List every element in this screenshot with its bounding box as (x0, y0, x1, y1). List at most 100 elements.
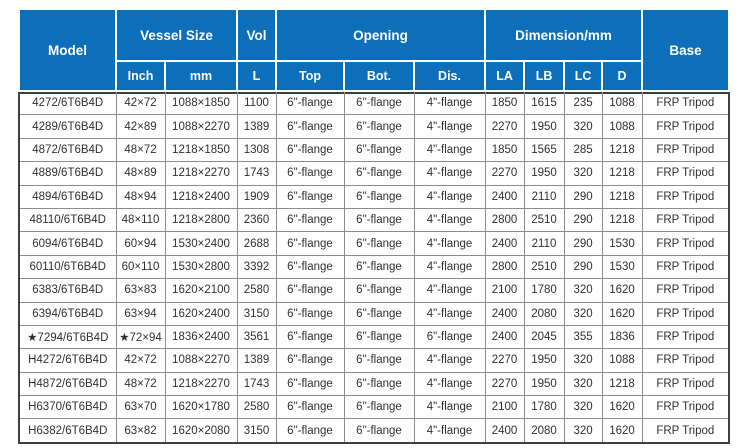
cell-lc: 235 (563, 90, 603, 116)
cell-mm: 1218×2270 (164, 371, 238, 397)
cell-la: 2400 (484, 418, 525, 444)
cell-base: FRP Tripod (641, 254, 731, 280)
cell-inch: ★72×94 (115, 324, 166, 350)
cell-lb: 1950 (523, 161, 565, 186)
col-header-base: Base (641, 8, 731, 92)
cell-bot: 6"-flange (343, 90, 415, 116)
cell-mm: 1530×2800 (164, 254, 238, 280)
cell-mm: 1218×2400 (164, 184, 238, 209)
cell-mm: 1620×1780 (164, 395, 238, 420)
table-row: 48110/6T6B4D 48×110 1218×2800 2360 6"-flange… (18, 207, 731, 233)
cell-bot: 6"-flange (343, 301, 415, 326)
cell-vol-l: 3150 (236, 418, 277, 444)
cell-top: 6"-flange (275, 371, 345, 397)
cell-model: 60110/6T6B4D (18, 254, 117, 280)
cell-model: H4272/6T6B4D (18, 348, 117, 373)
cell-mm: 1836×2400 (164, 324, 238, 350)
cell-inch: 63×70 (115, 395, 166, 420)
cell-top: 6"-flange (275, 137, 345, 163)
cell-d: 1620 (601, 418, 643, 444)
cell-d: 1620 (601, 278, 643, 303)
cell-vol-l: 1743 (236, 161, 277, 186)
cell-d: 1218 (601, 161, 643, 186)
cell-base: FRP Tripod (641, 207, 731, 233)
cell-bot: 6"-flange (343, 395, 415, 420)
cell-lc: 320 (563, 114, 603, 139)
cell-inch: 60×94 (115, 231, 166, 256)
cell-vol-l: 1308 (236, 137, 277, 163)
cell-lc: 290 (563, 207, 603, 233)
cell-dis: 4"-flange (413, 278, 486, 303)
cell-lc: 320 (563, 278, 603, 303)
cell-d: 1218 (601, 371, 643, 397)
cell-lc: 320 (563, 371, 603, 397)
cell-dis: 4"-flange (413, 90, 486, 116)
cell-dis: 4"-flange (413, 161, 486, 186)
col-header-l: L (236, 60, 277, 92)
cell-model: H4872/6T6B4D (18, 371, 117, 397)
cell-base: FRP Tripod (641, 278, 731, 303)
cell-vol-l: 1389 (236, 348, 277, 373)
cell-lb: 1950 (523, 348, 565, 373)
cell-lc: 320 (563, 348, 603, 373)
cell-dis: 4"-flange (413, 137, 486, 163)
cell-lc: 320 (563, 161, 603, 186)
cell-la: 1850 (484, 90, 525, 116)
cell-lc: 355 (563, 324, 603, 350)
table-row: H6382/6T6B4D 63×82 1620×2080 3150 6"-flange 6… (18, 418, 731, 444)
cell-bot: 6"-flange (343, 348, 415, 373)
cell-bot: 6"-flange (343, 371, 415, 397)
col-header-vol: Vol (236, 8, 277, 62)
cell-inch: 48×94 (115, 184, 166, 209)
cell-bot: 6"-flange (343, 184, 415, 209)
cell-top: 6"-flange (275, 278, 345, 303)
cell-vol-l: 1743 (236, 371, 277, 397)
cell-la: 2800 (484, 207, 525, 233)
cell-base: FRP Tripod (641, 301, 731, 326)
cell-vol-l: 3150 (236, 301, 277, 326)
cell-inch: 48×110 (115, 207, 166, 233)
cell-vol-l: 2360 (236, 207, 277, 233)
cell-la: 2400 (484, 324, 525, 350)
cell-d: 1620 (601, 301, 643, 326)
cell-base: FRP Tripod (641, 114, 731, 139)
cell-vol-l: 1100 (236, 90, 277, 116)
table-row: H4872/6T6B4D 48×72 1218×2270 1743 6"-flange 6… (18, 371, 731, 397)
cell-la: 2400 (484, 184, 525, 209)
cell-lc: 320 (563, 301, 603, 326)
table-row: ★7294/6T6B4D ★72×94 1836×2400 3561 6"-flange… (18, 324, 731, 350)
col-header-mm: mm (164, 60, 238, 92)
cell-mm: 1218×2800 (164, 207, 238, 233)
cell-la: 2270 (484, 114, 525, 139)
cell-model: H6370/6T6B4D (18, 395, 117, 420)
cell-vol-l: 2580 (236, 395, 277, 420)
cell-dis: 4"-flange (413, 348, 486, 373)
cell-model: 4272/6T6B4D (18, 90, 117, 116)
cell-mm: 1088×2270 (164, 114, 238, 139)
cell-mm: 1088×1850 (164, 90, 238, 116)
table-row: 6394/6T6B4D 63×94 1620×2400 3150 6"-flange 6"… (18, 301, 731, 326)
cell-inch: 60×110 (115, 254, 166, 280)
header-sub-row: Inch mm L Top Bot. Dis. LA LB LC D (19, 60, 729, 92)
cell-dis: 4"-flange (413, 207, 486, 233)
cell-inch: 63×82 (115, 418, 166, 444)
cell-la: 2400 (484, 231, 525, 256)
col-header-lb: LB (523, 60, 566, 92)
cell-lb: 1950 (523, 114, 565, 139)
cell-top: 6"-flange (275, 90, 345, 116)
cell-vol-l: 2688 (236, 231, 277, 256)
cell-la: 2400 (484, 301, 525, 326)
cell-lb: 2080 (523, 418, 565, 444)
cell-dis: 4"-flange (413, 184, 486, 209)
cell-bot: 6"-flange (343, 114, 415, 139)
cell-d: 1620 (601, 395, 643, 420)
cell-top: 6"-flange (275, 184, 345, 209)
cell-lb: 1565 (523, 137, 565, 163)
cell-inch: 42×72 (115, 90, 166, 116)
cell-lb: 2110 (523, 231, 565, 256)
table-row: 6094/6T6B4D 60×94 1530×2400 2688 6"-flange 6"… (18, 231, 731, 256)
cell-bot: 6"-flange (343, 278, 415, 303)
cell-dis: 4"-flange (413, 301, 486, 326)
cell-lc: 320 (563, 418, 603, 444)
cell-dis: 4"-flange (413, 395, 486, 420)
